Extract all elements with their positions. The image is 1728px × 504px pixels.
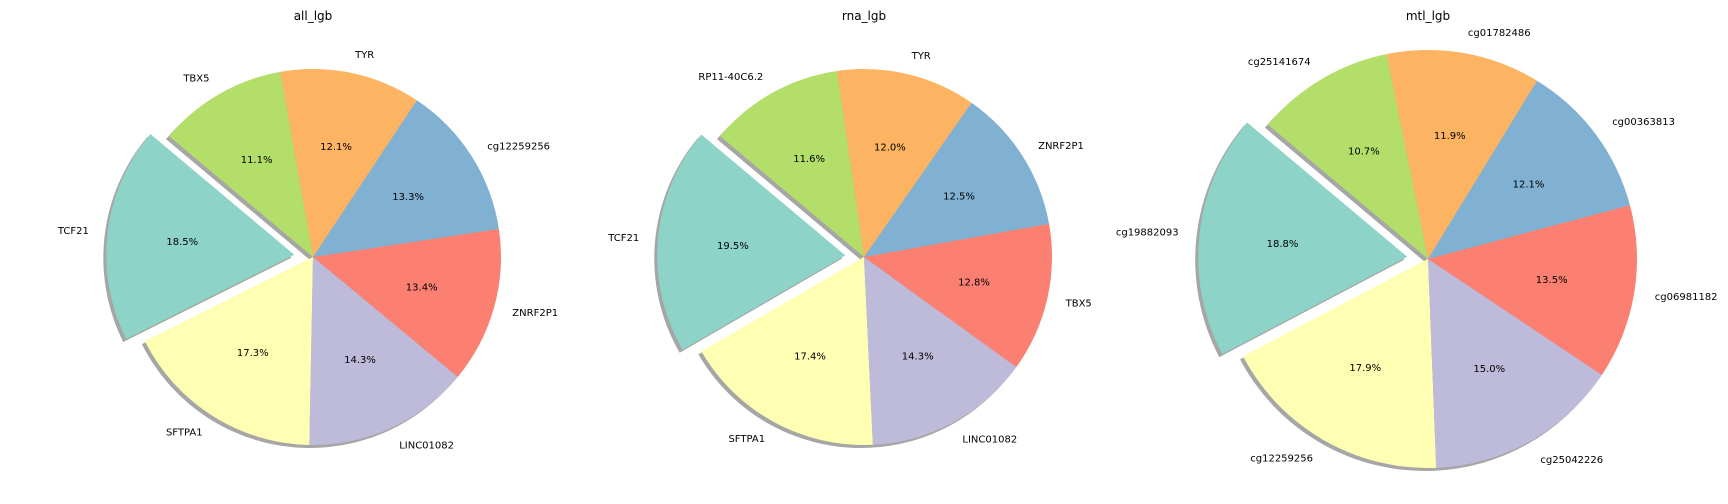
slice-percent-label: 12.5% bbox=[943, 192, 975, 203]
slice-percent-label: 11.9% bbox=[1434, 131, 1466, 142]
pie-wedge-group bbox=[657, 68, 1053, 445]
pie-label-group: 18.8% cg19882093 17.9% cg12259256 15.0% cg250… bbox=[1116, 28, 1718, 466]
pie-chart-mtl-lgb: mtl_lgb 18.8% cg19882093 17.9% cg12259256 15… bbox=[1116, 9, 1718, 472]
pie-slice-tyr bbox=[836, 68, 972, 258]
slice-label: TBX5 bbox=[1065, 299, 1092, 310]
slice-label: cg19882093 bbox=[1116, 228, 1179, 239]
slice-percent-label: 12.1% bbox=[320, 142, 352, 153]
pie-slice-sftpa1 bbox=[701, 257, 873, 445]
slice-label: cg25141674 bbox=[1248, 57, 1311, 68]
pie-slice-tbx5 bbox=[168, 71, 313, 257]
slice-label: cg25042226 bbox=[1540, 455, 1603, 466]
slice-percent-label: 14.3% bbox=[344, 355, 376, 366]
pie-label-group: 19.5% TCF21 17.4% SFTPA1 14.3% LINC01082 12.8%… bbox=[607, 51, 1092, 445]
pie-slice-znrf2p1 bbox=[313, 228, 502, 377]
pie-label-group: 18.5% TCF21 17.3% SFTPA1 14.3% LINC01082 13.4%… bbox=[57, 50, 558, 452]
slice-percent-label: 11.6% bbox=[793, 154, 825, 165]
slice-label: cg06981182 bbox=[1655, 292, 1718, 303]
slice-percent-label: 17.9% bbox=[1349, 363, 1381, 374]
slice-percent-label: 13.4% bbox=[406, 283, 438, 294]
chart-title: rna_lgb bbox=[842, 9, 886, 23]
slice-percent-label: 18.8% bbox=[1267, 239, 1299, 250]
pie-chart-rna-lgb: rna_lgb 19.5% TCF21 17.4% SFTPA1 14.3% LINC01… bbox=[607, 9, 1092, 448]
slice-label: ZNRF2P1 bbox=[1038, 141, 1084, 152]
pie-slice-tyr bbox=[280, 69, 417, 257]
slice-label: TCF21 bbox=[57, 226, 89, 237]
slice-percent-label: 12.0% bbox=[874, 143, 906, 154]
slice-percent-label: 13.3% bbox=[392, 192, 424, 203]
pie-slice-cg25141674 bbox=[1267, 54, 1428, 260]
pie-slice-cg06981182 bbox=[1428, 205, 1637, 375]
slice-percent-label: 10.7% bbox=[1348, 147, 1380, 158]
slice-percent-label: 17.3% bbox=[237, 348, 269, 359]
pie-slice-tcf21 bbox=[657, 134, 846, 350]
slice-percent-label: 12.1% bbox=[1513, 180, 1545, 191]
pie-slice-tbx5 bbox=[864, 223, 1053, 368]
slice-percent-label: 11.1% bbox=[241, 155, 273, 166]
slice-label: cg12259256 bbox=[1250, 454, 1313, 465]
pie-slice-linc01082 bbox=[864, 257, 1017, 445]
pie-slice-rp11-40c6-2 bbox=[719, 70, 864, 258]
slice-label: cg12259256 bbox=[487, 141, 550, 152]
slice-label: TYR bbox=[911, 51, 931, 62]
slice-percent-label: 18.5% bbox=[166, 237, 198, 248]
slice-percent-label: 12.8% bbox=[958, 278, 990, 289]
slice-label: LINC01082 bbox=[962, 434, 1017, 445]
pie-wedge-group bbox=[106, 69, 502, 445]
slice-percent-label: 14.3% bbox=[902, 352, 934, 363]
slice-label: TCF21 bbox=[607, 233, 639, 244]
slice-label: LINC01082 bbox=[399, 441, 454, 452]
chart-title: all_lgb bbox=[294, 9, 333, 23]
slice-label: TBX5 bbox=[182, 73, 209, 84]
pie-slice-linc01082 bbox=[309, 257, 458, 445]
pie-slice-znrf2p1 bbox=[864, 102, 1050, 257]
slice-label: RP11-40C6.2 bbox=[698, 72, 763, 83]
pie-slice-cg19882093 bbox=[1198, 122, 1408, 355]
pie-slice-cg25042226 bbox=[1428, 259, 1602, 468]
slice-label: ZNRF2P1 bbox=[512, 308, 558, 319]
slice-label: SFTPA1 bbox=[728, 434, 765, 445]
pie-slice-cg12259256 bbox=[313, 100, 499, 258]
slice-percent-label: 13.5% bbox=[1536, 275, 1568, 286]
pie-slice-cg00363813 bbox=[1428, 80, 1630, 259]
slice-label: cg00363813 bbox=[1612, 117, 1675, 128]
slice-label: SFTPA1 bbox=[166, 427, 203, 438]
pie-wedge-group bbox=[1198, 49, 1637, 469]
slice-label: TYR bbox=[354, 50, 374, 61]
pie-slice-cg12259256 bbox=[1243, 259, 1437, 469]
slice-percent-label: 17.4% bbox=[794, 352, 826, 363]
slice-percent-label: 19.5% bbox=[717, 241, 749, 252]
pie-slice-tcf21 bbox=[106, 133, 295, 339]
chart-title: mtl_lgb bbox=[1406, 9, 1450, 23]
slice-percent-label: 15.0% bbox=[1473, 364, 1505, 375]
slice-label: cg01782486 bbox=[1468, 28, 1531, 39]
pie-slice-cg01782486 bbox=[1386, 49, 1538, 259]
pie-chart-all-lgb: all_lgb 18.5% TCF21 17.3% SFTPA1 14.3% LINC01… bbox=[57, 9, 558, 452]
pie-slice-sftpa1 bbox=[144, 257, 313, 445]
